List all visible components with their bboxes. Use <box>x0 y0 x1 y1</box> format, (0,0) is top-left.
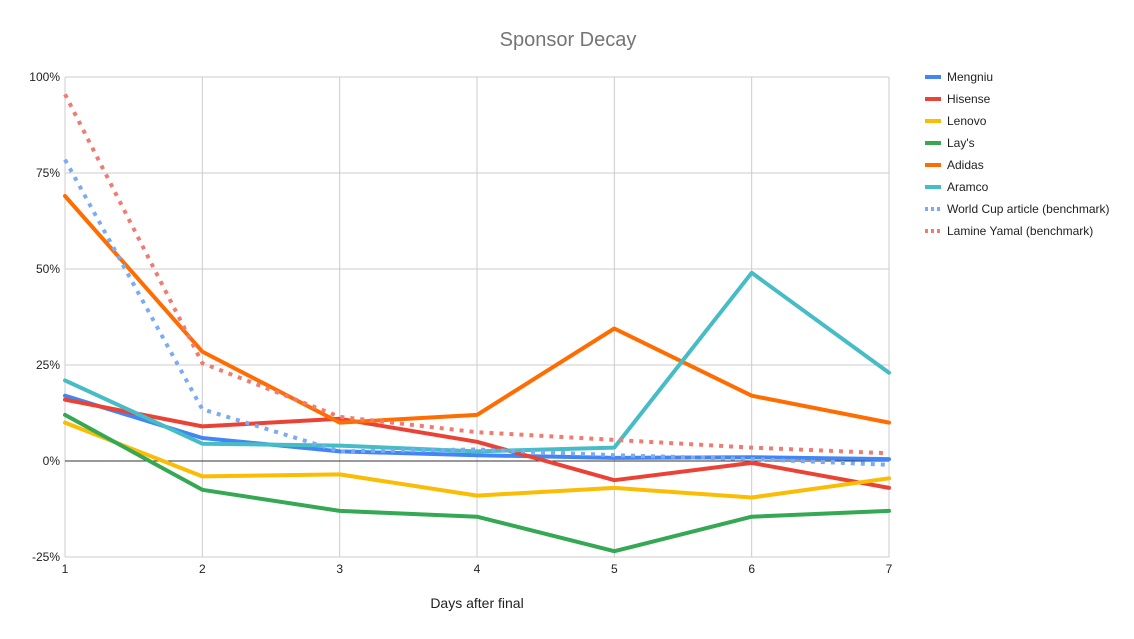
series-line-world-cup-article-benchmark <box>63 158 890 467</box>
x-tick-label: 5 <box>611 562 618 576</box>
series-line-lenovo <box>63 420 891 500</box>
y-tick-label: -25% <box>32 550 60 564</box>
legend-label: Lamine Yamal (benchmark) <box>947 224 1093 238</box>
x-tick-label: 4 <box>474 562 481 576</box>
series-lines <box>63 93 891 554</box>
series-line-aramco <box>63 270 891 454</box>
x-tick-label: 2 <box>199 562 206 576</box>
legend: Mengniu Hisense Lenovo Lay's Adidas Aramco Wor… <box>925 70 1110 238</box>
y-tick-label: 100% <box>29 70 60 84</box>
y-tick-label: 25% <box>36 358 60 372</box>
series-line-adidas <box>63 194 891 425</box>
legend-label: Aramco <box>947 180 989 194</box>
y-tick-label: 50% <box>36 262 60 276</box>
chart-title: Sponsor Decay <box>500 29 637 51</box>
grid <box>64 76 890 558</box>
series-line-lay-s <box>63 412 891 554</box>
y-tick-label: 0% <box>43 454 61 468</box>
x-axis-title: Days after final <box>430 595 523 611</box>
x-tick-label: 7 <box>886 562 893 576</box>
legend-label: Mengniu <box>947 70 993 84</box>
legend-label: Lenovo <box>947 114 987 128</box>
y-tick-label: 75% <box>36 166 60 180</box>
legend-label: Hisense <box>947 92 991 106</box>
series-line-lamine-yamal-benchmark <box>63 93 890 456</box>
legend-label: Lay's <box>947 136 975 150</box>
legend-label: World Cup article (benchmark) <box>947 202 1110 216</box>
series-line-hisense <box>63 397 891 490</box>
x-tick-label: 1 <box>62 562 69 576</box>
x-tick-label: 6 <box>748 562 755 576</box>
x-tick-label: 3 <box>336 562 343 576</box>
legend-label: Adidas <box>947 158 984 172</box>
